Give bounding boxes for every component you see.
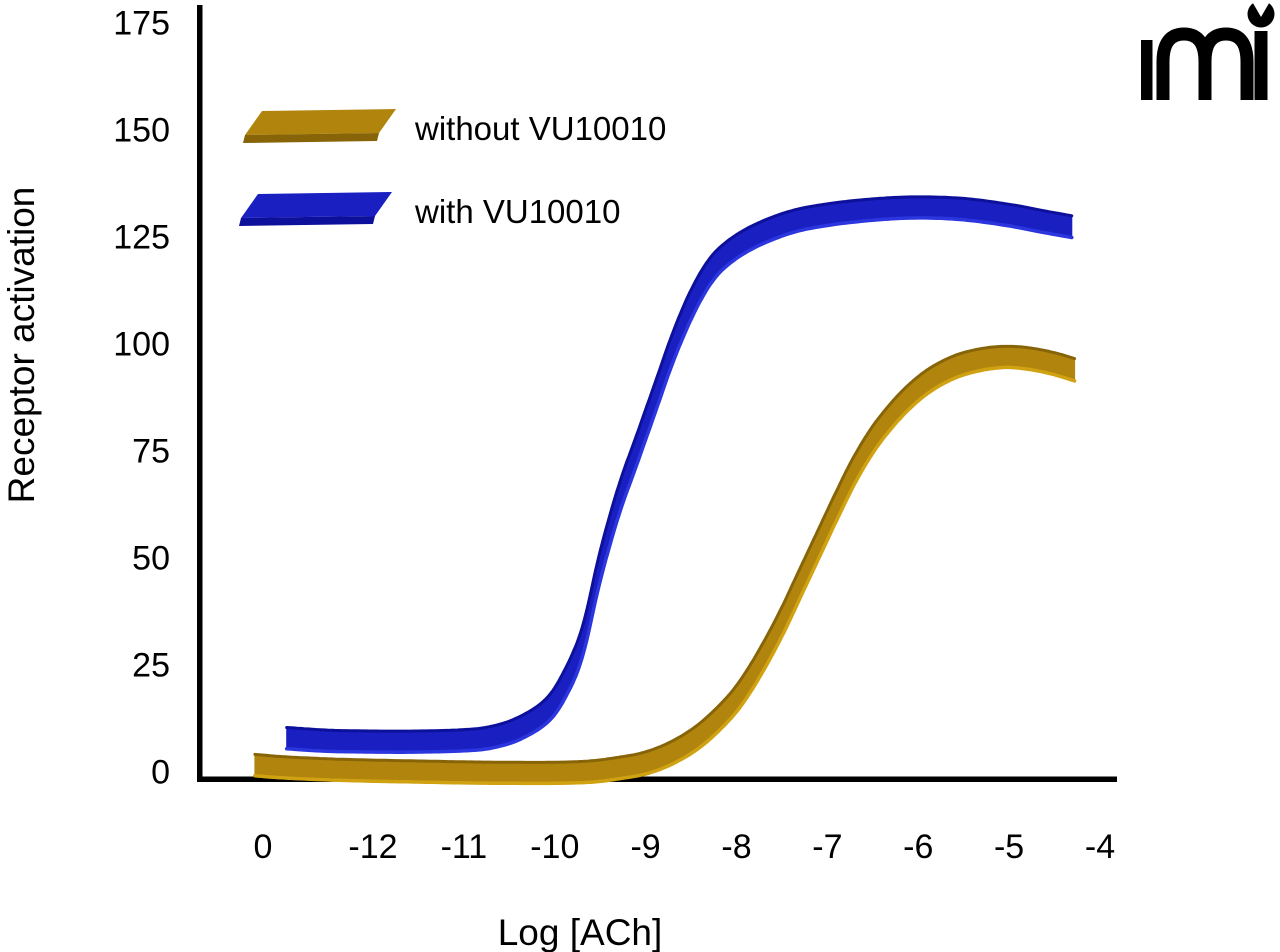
y-tick-125: 125 bbox=[113, 219, 170, 257]
blue-band bbox=[286, 196, 1073, 753]
y-tick-labels: 175 150 125 100 75 50 25 0 bbox=[113, 5, 170, 792]
x-tick-m8: -8 bbox=[721, 828, 751, 866]
legend-swatch-blue-face bbox=[241, 192, 392, 218]
legend-swatch-blue-front-edge bbox=[239, 216, 375, 226]
legend-label-with-vu10010: with VU10010 bbox=[414, 193, 620, 230]
axes bbox=[197, 5, 1117, 782]
legend-item-without-vu10010: without VU10010 bbox=[243, 109, 666, 147]
gold-band-bottom-edge bbox=[253, 365, 1077, 786]
x-tick-m11: -11 bbox=[441, 828, 488, 866]
mi-logo bbox=[1141, 0, 1275, 100]
gold-band-top-edge bbox=[253, 344, 1077, 764]
y-axis-line bbox=[197, 5, 203, 782]
series-with-vu10010 bbox=[284, 195, 1074, 754]
y-tick-175: 175 bbox=[113, 5, 170, 43]
x-tick-m9: -9 bbox=[630, 828, 660, 866]
legend: without VU10010 with VU10010 bbox=[239, 109, 666, 230]
mi-logo-dot-notch bbox=[1251, 0, 1271, 17]
blue-band-bottom-edge bbox=[284, 216, 1074, 754]
mi-logo-left-bar bbox=[1141, 40, 1153, 100]
x-tick-m12: -12 bbox=[348, 828, 397, 866]
y-tick-0: 0 bbox=[151, 754, 170, 792]
x-tick-m5: -5 bbox=[994, 828, 1024, 866]
x-axis-title: Log [ACh] bbox=[498, 912, 663, 952]
y-axis-title: Receptor activation bbox=[1, 187, 42, 504]
legend-swatch-gold-front-edge bbox=[243, 133, 379, 143]
legend-item-with-vu10010: with VU10010 bbox=[239, 192, 620, 230]
x-tick-labels: 0 -12 -11 -10 -9 -8 -7 -6 -5 -4 bbox=[254, 828, 1116, 866]
x-tick-m6: -6 bbox=[903, 828, 933, 866]
gold-band bbox=[254, 345, 1076, 784]
y-tick-150: 150 bbox=[113, 112, 170, 150]
x-tick-m7: -7 bbox=[812, 828, 842, 866]
x-tick-m4: -4 bbox=[1085, 828, 1115, 866]
x-tick-zero: 0 bbox=[254, 828, 273, 866]
x-tick-m10: -10 bbox=[530, 828, 579, 866]
legend-swatch-gold-face bbox=[245, 109, 396, 135]
series-without-vu10010 bbox=[253, 344, 1077, 786]
y-tick-100: 100 bbox=[113, 326, 170, 364]
y-tick-25: 25 bbox=[132, 647, 170, 685]
x-axis-line bbox=[197, 776, 1117, 782]
legend-label-without-vu10010: without VU10010 bbox=[414, 110, 666, 147]
blue-band-top-edge bbox=[285, 195, 1074, 733]
mi-logo-m-arches bbox=[1156, 27, 1254, 100]
y-tick-75: 75 bbox=[132, 433, 170, 471]
y-tick-50: 50 bbox=[132, 540, 170, 578]
